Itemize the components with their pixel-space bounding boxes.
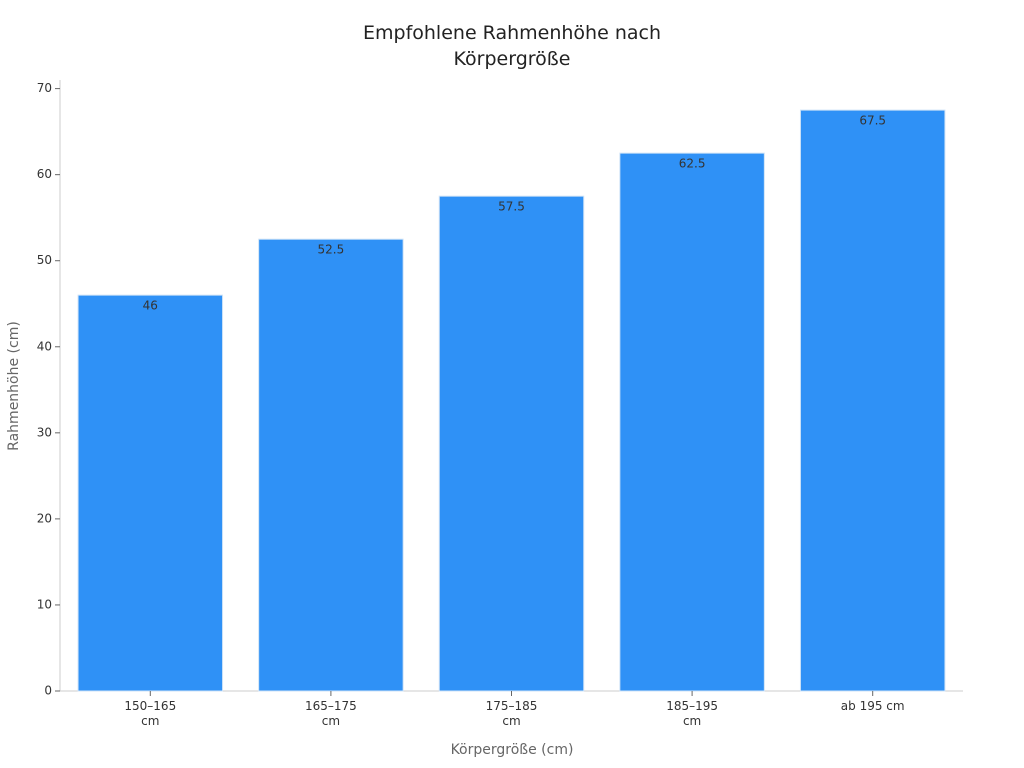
y-tick-label: 40 xyxy=(37,339,52,353)
value-label: 52.5 xyxy=(318,243,345,257)
x-tick-label: 150–165 cm xyxy=(124,699,177,728)
value-label: 67.5 xyxy=(859,114,886,128)
bar xyxy=(799,109,946,692)
x-tick-label: ab 195 cm xyxy=(840,699,905,713)
y-tick-label: 30 xyxy=(37,425,52,439)
x-axis-label: Körpergröße (cm) xyxy=(451,742,574,758)
value-label: 62.5 xyxy=(679,157,706,171)
y-tick-label: 70 xyxy=(37,81,52,95)
y-tick-label: 20 xyxy=(37,511,52,525)
x-tick-label: 175–185 cm xyxy=(485,699,538,728)
y-axis-label: Rahmenhöhe (cm) xyxy=(6,321,22,451)
y-tick-label: 10 xyxy=(37,597,52,611)
x-tick-label: 165–175 cm xyxy=(304,699,357,728)
value-label: 57.5 xyxy=(498,200,525,214)
y-tick-label: 0 xyxy=(44,684,52,698)
chart-title: Empfohlene Rahmenhöhe nach Körpergröße xyxy=(363,22,661,70)
value-label: 46 xyxy=(143,299,158,313)
bar xyxy=(77,294,224,692)
bar xyxy=(438,195,585,692)
bar xyxy=(258,238,404,692)
bar xyxy=(619,152,765,692)
y-tick-label: 50 xyxy=(37,253,52,267)
x-tick-label: 185–195 cm xyxy=(666,699,718,728)
y-tick-label: 60 xyxy=(37,167,52,181)
